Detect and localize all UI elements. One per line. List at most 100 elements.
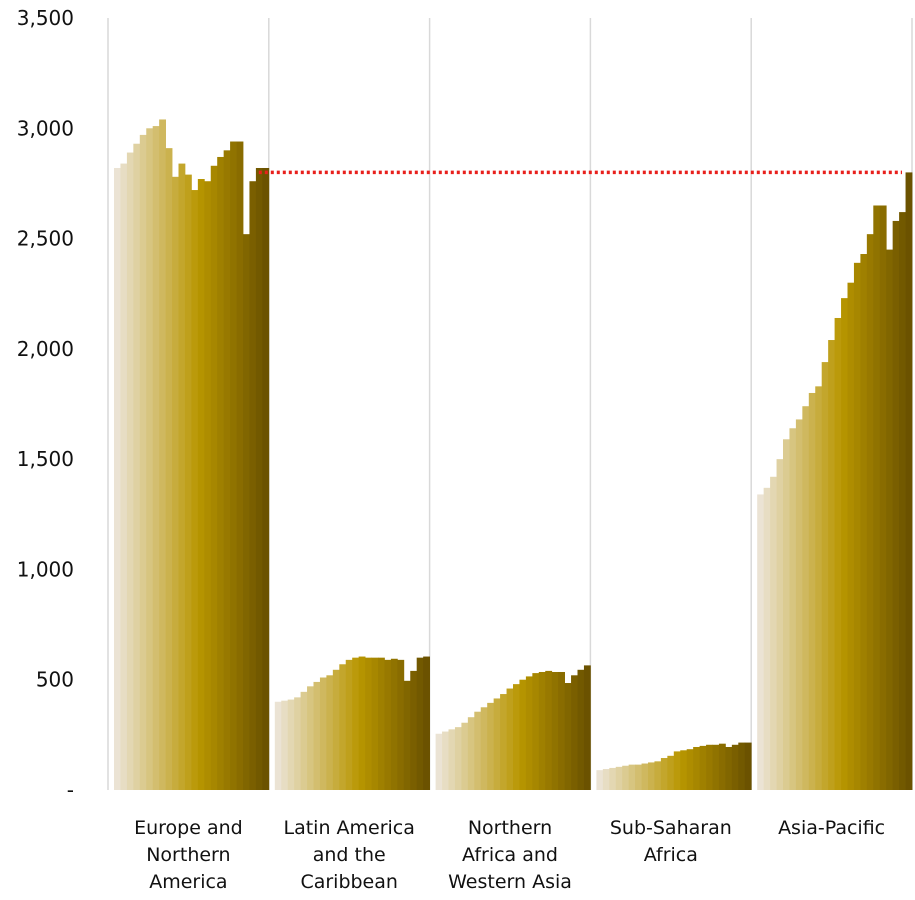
y-tick-label: 500 bbox=[36, 668, 74, 692]
bar bbox=[378, 657, 385, 790]
bar bbox=[197, 179, 205, 790]
bar bbox=[313, 681, 321, 790]
bar bbox=[886, 249, 894, 791]
bar bbox=[410, 670, 418, 790]
bar bbox=[435, 733, 443, 790]
category-label: Caribbean bbox=[300, 871, 398, 893]
bar bbox=[879, 205, 887, 791]
bar bbox=[210, 165, 218, 790]
bar bbox=[628, 764, 636, 790]
bar bbox=[165, 148, 173, 790]
x-axis-labels: Europe and Northern America Latin America an… bbox=[134, 817, 885, 893]
bar bbox=[725, 746, 733, 790]
bar bbox=[397, 659, 405, 790]
bar bbox=[635, 764, 642, 790]
bar bbox=[255, 167, 263, 791]
bar bbox=[236, 141, 244, 790]
category-label: Europe and bbox=[134, 817, 243, 839]
bar bbox=[853, 262, 861, 791]
category-label: Latin America bbox=[283, 817, 414, 839]
bar bbox=[204, 181, 212, 791]
bar bbox=[641, 763, 649, 790]
bar bbox=[281, 700, 289, 790]
bar bbox=[249, 181, 257, 791]
y-tick-label: 1,500 bbox=[17, 447, 74, 471]
bar bbox=[467, 717, 475, 790]
bar bbox=[139, 134, 147, 790]
category-label: Asia-Pacific bbox=[778, 817, 885, 839]
y-tick-label: - bbox=[67, 778, 74, 802]
bar bbox=[287, 699, 295, 790]
category-label: Africa and bbox=[462, 844, 558, 866]
bar bbox=[114, 167, 121, 791]
category-label: Sub-Saharan bbox=[610, 817, 732, 839]
bar bbox=[577, 669, 585, 790]
bar bbox=[899, 212, 906, 791]
bar bbox=[866, 234, 874, 790]
bar bbox=[571, 675, 578, 790]
bar bbox=[159, 119, 166, 790]
bar bbox=[126, 152, 134, 791]
bar bbox=[680, 750, 688, 790]
bar bbox=[319, 677, 327, 790]
bar bbox=[191, 190, 199, 791]
bar bbox=[622, 765, 630, 790]
bar bbox=[230, 141, 237, 790]
bar bbox=[172, 176, 179, 790]
bar bbox=[802, 406, 810, 790]
bar bbox=[243, 234, 250, 790]
bar bbox=[558, 671, 565, 790]
bar bbox=[905, 172, 913, 790]
bar bbox=[673, 751, 681, 790]
bar bbox=[615, 766, 623, 790]
bar bbox=[712, 744, 720, 790]
bar bbox=[461, 722, 469, 790]
category-label: Northern bbox=[468, 817, 552, 839]
bar bbox=[345, 659, 353, 790]
bar bbox=[294, 697, 301, 790]
bar bbox=[274, 701, 282, 790]
bar bbox=[365, 657, 372, 790]
bar bbox=[821, 362, 829, 790]
bar bbox=[403, 680, 411, 790]
bar bbox=[757, 494, 765, 790]
bar bbox=[795, 419, 803, 790]
bar bbox=[120, 163, 128, 790]
bar bbox=[545, 670, 553, 790]
category-label: America bbox=[149, 871, 227, 893]
bar bbox=[307, 686, 314, 790]
bar bbox=[390, 658, 398, 790]
bar bbox=[860, 254, 868, 790]
bar bbox=[339, 664, 347, 790]
bar bbox=[667, 755, 675, 790]
bar bbox=[686, 749, 694, 790]
bar bbox=[706, 744, 713, 790]
bar bbox=[538, 671, 546, 790]
bar bbox=[602, 769, 610, 790]
bar bbox=[416, 657, 424, 790]
bar bbox=[834, 317, 842, 790]
bar bbox=[300, 691, 308, 790]
y-tick-label: 3,000 bbox=[17, 116, 74, 140]
bar bbox=[654, 761, 662, 790]
category-label: Africa bbox=[644, 844, 698, 866]
bar bbox=[223, 150, 231, 791]
bar bbox=[332, 669, 340, 790]
bar bbox=[583, 665, 591, 790]
bar bbox=[596, 770, 604, 790]
bar bbox=[693, 746, 700, 790]
bar bbox=[371, 657, 379, 790]
bar bbox=[815, 386, 823, 790]
y-tick-label: 1,000 bbox=[17, 557, 74, 581]
bar bbox=[513, 684, 520, 790]
y-tick-label: 3,500 bbox=[17, 6, 74, 30]
bar bbox=[841, 298, 848, 790]
bar bbox=[448, 729, 456, 790]
bar bbox=[525, 676, 533, 790]
bar bbox=[648, 762, 655, 790]
bar bbox=[326, 675, 334, 790]
category-label: Northern bbox=[146, 844, 230, 866]
bar bbox=[506, 688, 514, 790]
category-label: and the bbox=[313, 844, 386, 866]
